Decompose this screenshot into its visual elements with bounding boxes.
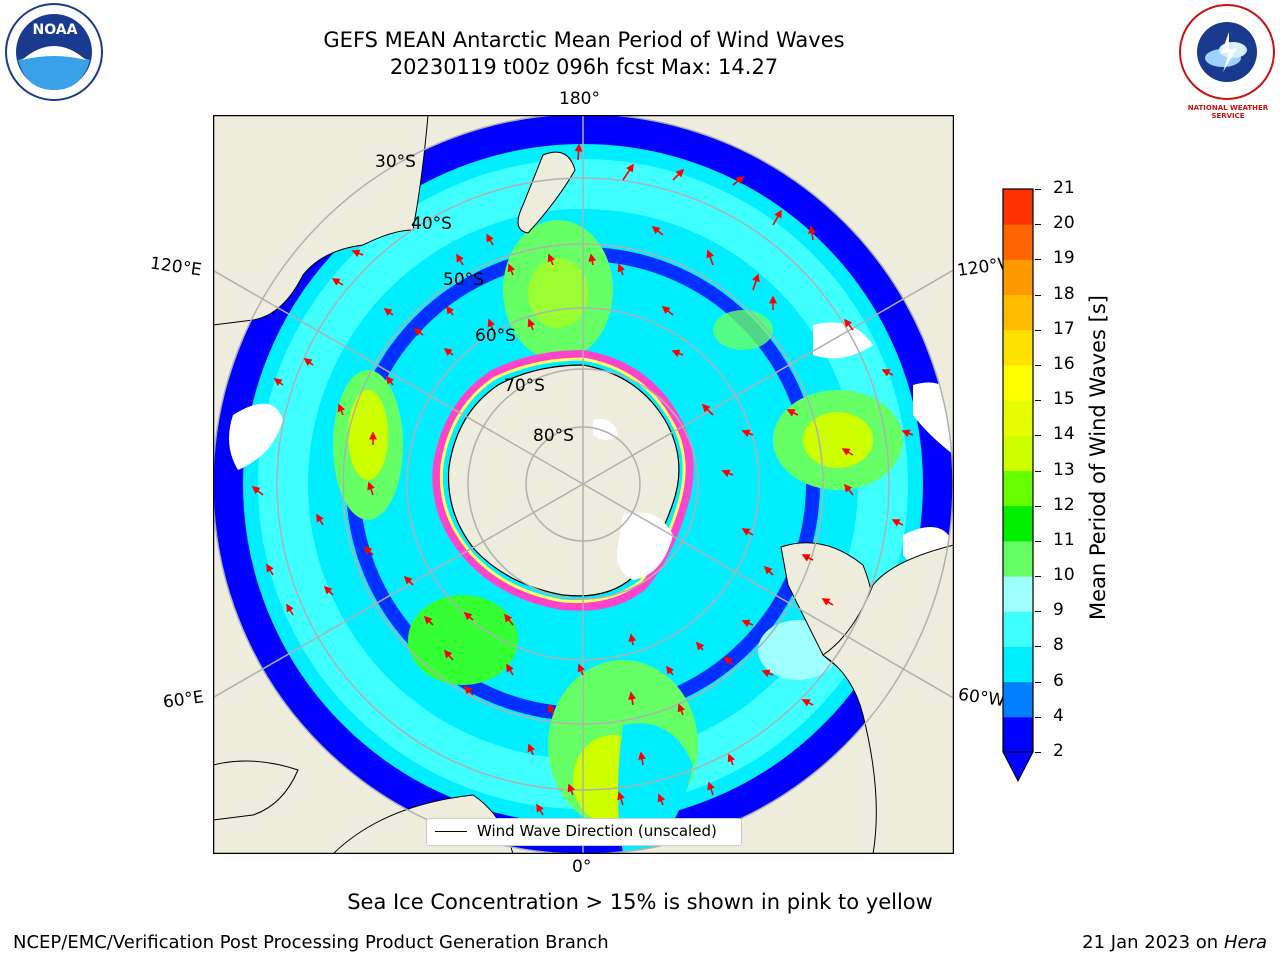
- colorbar-tick-label: 13: [1053, 459, 1075, 480]
- colorbar-tick-label: 15: [1053, 389, 1075, 410]
- map-legend: Wind Wave Direction (unscaled): [426, 818, 742, 846]
- colorbar-swatch: [1003, 611, 1033, 647]
- colorbar-swatch: [1003, 505, 1033, 542]
- footer-date: 21 Jan 2023 on: [1082, 932, 1224, 953]
- lat-label-70: 70°S: [504, 376, 545, 396]
- colorbar-swatch: [1003, 364, 1033, 401]
- wave-region-pacific-core: [528, 258, 588, 328]
- colorbar-tick-mark: [1035, 400, 1041, 402]
- colorbar-tick-label: 12: [1053, 494, 1075, 515]
- colorbar-tick-label: 19: [1053, 248, 1075, 269]
- colorbar-swatch: [1003, 329, 1033, 366]
- legend-label: Wind Wave Direction (unscaled): [477, 822, 717, 840]
- colorbar-extend-triangle: [1002, 751, 1034, 783]
- lat-label-60: 60°S: [475, 326, 516, 346]
- chart-title-line1: GEFS MEAN Antarctic Mean Period of Wind …: [323, 28, 845, 52]
- colorbar-swatch: [1003, 435, 1033, 471]
- footer-right: 21 Jan 2023 on Hera: [1082, 932, 1267, 953]
- colorbar-tick-mark: [1035, 576, 1041, 578]
- colorbar-swatch: [1003, 400, 1033, 436]
- noaa-logo-text: NOAA: [32, 22, 78, 38]
- chart-title-line2: 20230119 t00z 096h fcst Max: 14.27: [389, 55, 779, 79]
- footer-left: NCEP/EMC/Verification Post Processing Pr…: [13, 932, 609, 953]
- land-new-zealand: [517, 151, 576, 234]
- colorbar-tick-label: 21: [1053, 178, 1075, 198]
- colorbar-tick-label: 4: [1053, 705, 1064, 726]
- lat-label-30: 30°S: [375, 152, 416, 172]
- colorbar-tick-label: 18: [1053, 283, 1075, 304]
- colorbar-tick-label: 17: [1053, 318, 1075, 339]
- lon-label-60w: 60°W: [956, 684, 1007, 712]
- colorbar-tick-mark: [1035, 224, 1041, 226]
- colorbar-tick-mark: [1035, 364, 1041, 366]
- colorbar-tick-mark: [1035, 752, 1041, 753]
- map-panel: 30°S 40°S 50°S 60°S 70°S 80°S: [212, 114, 955, 855]
- wave-region-indian-south: [408, 595, 518, 685]
- lon-label-180: 180°: [559, 89, 600, 109]
- colorbar-label: Mean Period of Wind Waves [s]: [1086, 295, 1110, 620]
- antarctic-ice-shelf-white: [617, 512, 673, 580]
- colorbar-tick-label: 16: [1053, 353, 1075, 374]
- colorbar-tick-mark: [1035, 505, 1041, 507]
- lon-label-0: 0°: [572, 857, 592, 877]
- colorbar-swatch: [1003, 576, 1033, 612]
- colorbar-tick-label: 11: [1053, 529, 1075, 550]
- map-frame: [212, 114, 955, 855]
- lon-label-60e: 60°E: [161, 687, 206, 713]
- colorbar-swatch: [1003, 716, 1033, 753]
- colorbar-tick-mark: [1035, 716, 1041, 718]
- colorbar-tick-label: 14: [1053, 424, 1075, 445]
- land-africa: [213, 760, 299, 821]
- colorbar-tick-mark: [1035, 329, 1041, 331]
- colorbar-tick-label: 9: [1053, 600, 1064, 621]
- colorbar-swatch: [1003, 681, 1033, 718]
- colorbar-swatches: [1003, 189, 1033, 753]
- colorbar-tick-mark: [1035, 540, 1041, 542]
- colorbar-swatch: [1003, 189, 1033, 225]
- colorbar-tick-label: 20: [1053, 213, 1075, 234]
- colorbar-frame: [1002, 188, 1034, 753]
- sea-ice-ring: [432, 349, 694, 611]
- lat-label-80: 80°S: [533, 426, 574, 446]
- colorbar-swatch: [1003, 470, 1033, 507]
- colorbar-tick-mark: [1035, 435, 1041, 437]
- colorbar-tick-mark: [1035, 470, 1041, 472]
- longitude-gridlines: [213, 115, 954, 854]
- sea-ice-patch-west: [229, 403, 283, 470]
- colorbar-tick-mark: [1035, 611, 1041, 613]
- colorbar: [1000, 186, 1060, 786]
- colorbar-tick-label: 2: [1053, 741, 1064, 761]
- wave-region-mid-east: [713, 310, 773, 350]
- colorbar-tick-mark: [1035, 189, 1041, 190]
- colorbar-swatch: [1003, 646, 1033, 683]
- colorbar-ticks: 2 4 6 8 9 10 11 12 13 14 15 16 17 18 19 20 21: [1035, 178, 1085, 786]
- noaa-logo-icon: [4, 2, 104, 102]
- lon-label-120e: 120°E: [148, 253, 203, 281]
- colorbar-swatch: [1003, 540, 1033, 577]
- legend-line-icon: [435, 831, 467, 832]
- footer-host: Hera: [1223, 932, 1267, 953]
- colorbar-tick-mark: [1035, 681, 1041, 683]
- colorbar-tick-label: 10: [1053, 565, 1075, 586]
- colorbar-tick-label: 6: [1053, 670, 1064, 691]
- colorbar-tick-mark: [1035, 259, 1041, 261]
- nws-logo-text: NATIONAL WEATHER SERVICE: [1187, 104, 1269, 120]
- land-australia: [213, 115, 429, 326]
- colorbar-swatch: [1003, 259, 1033, 296]
- sea-ice-ring-inner: [439, 357, 686, 604]
- national-weather-service-logo-icon: [1177, 2, 1277, 102]
- wind-wave-arrows: [251, 143, 914, 836]
- sea-ice-note: Sea Ice Concentration > 15% is shown in …: [347, 890, 933, 914]
- colorbar-tick-mark: [1035, 646, 1041, 648]
- colorbar-swatch: [1003, 224, 1033, 260]
- wave-region-atlantic-west-core: [803, 412, 873, 468]
- colorbar-tick-label: 8: [1053, 635, 1064, 656]
- lat-label-50: 50°S: [443, 270, 484, 290]
- wave-region-indian-east-core: [348, 390, 388, 480]
- colorbar-swatch: [1003, 294, 1033, 331]
- lat-label-40: 40°S: [411, 214, 452, 234]
- colorbar-tick-mark: [1035, 294, 1041, 296]
